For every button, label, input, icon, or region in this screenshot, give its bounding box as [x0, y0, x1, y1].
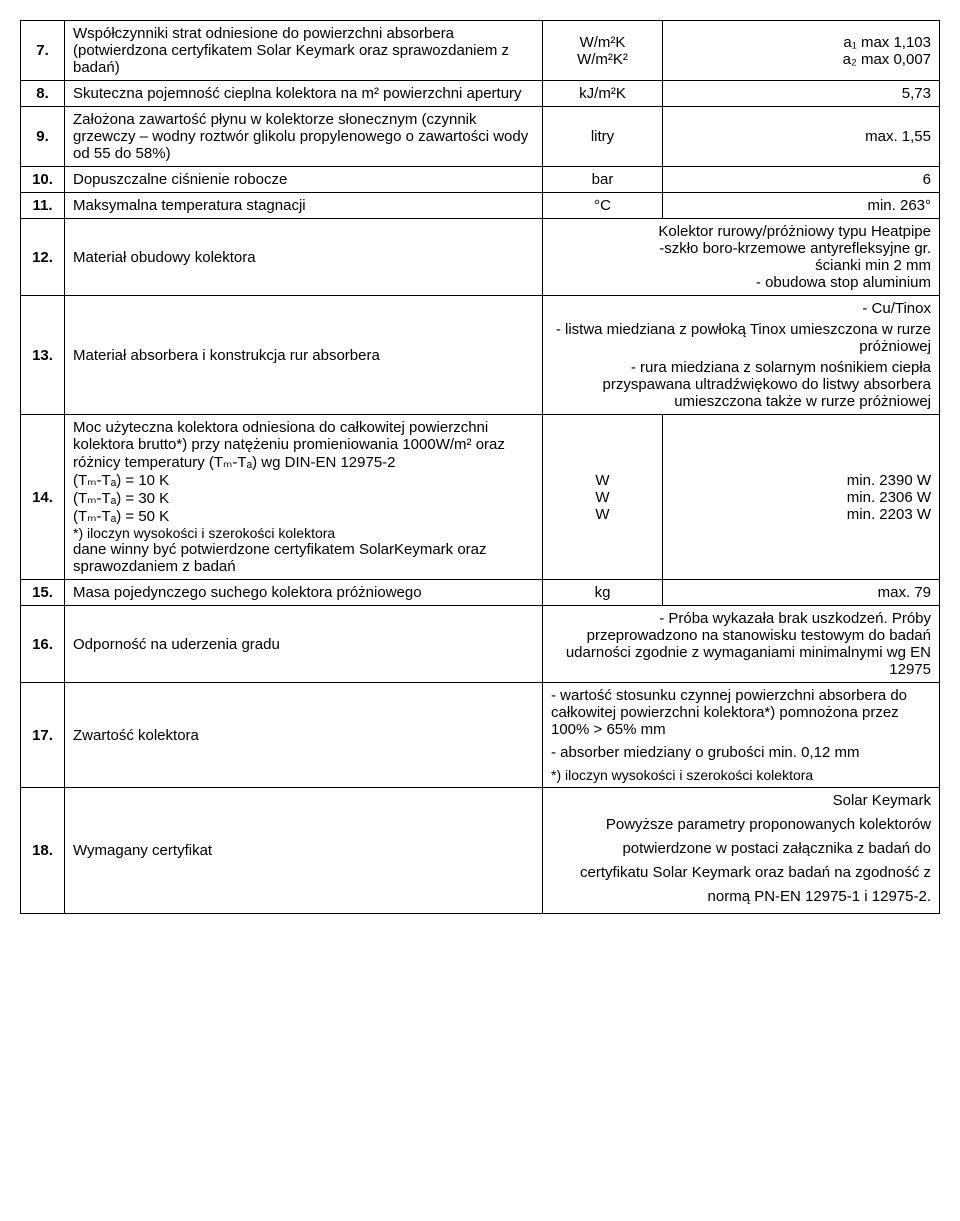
table-row: 16. Odporność na uderzenia gradu - Próba…: [21, 606, 940, 683]
value-line: Solar Keymark: [551, 792, 931, 809]
row-number: 7.: [21, 21, 65, 81]
table-row: 9. Założona zawartość płynu w kolektorze…: [21, 107, 940, 167]
value-line: - Cu/Tinox: [551, 300, 931, 317]
row-value: - wartość stosunku czynnej powierzchni a…: [543, 683, 940, 788]
table-row: 14. Moc użyteczna kolektora odniesiona d…: [21, 415, 940, 580]
row-number: 14.: [21, 415, 65, 580]
row-number: 12.: [21, 219, 65, 296]
row-value: - Cu/Tinox - listwa miedziana z powłoką …: [543, 296, 940, 415]
row-unit: °C: [543, 193, 663, 219]
row-unit: kg: [543, 580, 663, 606]
row-number: 9.: [21, 107, 65, 167]
row-unit: bar: [543, 167, 663, 193]
spec-table: 7. Współczynniki strat odniesione do pow…: [20, 20, 940, 914]
value-line: -szkło boro-krzemowe antyrefleksyjne gr.: [551, 240, 931, 257]
table-row: 8. Skuteczna pojemność cieplna kolektora…: [21, 81, 940, 107]
value-line: a₁ max 1,103: [671, 34, 931, 51]
row-value: Kolektor rurowy/próżniowy typu Heatpipe …: [543, 219, 940, 296]
value-line: - obudowa stop aluminium: [551, 274, 931, 291]
row-desc: Materiał obudowy kolektora: [65, 219, 543, 296]
row-desc: Maksymalna temperatura stagnacji: [65, 193, 543, 219]
value-line: Powyższe parametry proponowanych kolekto…: [551, 813, 931, 909]
desc-para: dane winny być potwierdzone certyfikatem…: [73, 541, 534, 575]
row-number: 17.: [21, 683, 65, 788]
row-desc: Zwartość kolektora: [65, 683, 543, 788]
value-line: - listwa miedziana z powłoką Tinox umies…: [551, 321, 931, 355]
unit-line: W/m²K²: [551, 51, 654, 68]
desc-line: (Tₘ-Tₐ) = 30 K: [73, 489, 534, 507]
value-line: - rura miedziana z solarnym nośnikiem ci…: [551, 359, 931, 410]
row-value: - Próba wykazała brak uszkodzeń. Próby p…: [543, 606, 940, 683]
unit-line: W: [551, 489, 654, 506]
value-line: - wartość stosunku czynnej powierzchni a…: [551, 687, 931, 738]
row-number: 15.: [21, 580, 65, 606]
value-line: Kolektor rurowy/próżniowy typu Heatpipe: [551, 223, 931, 240]
table-row: 7. Współczynniki strat odniesione do pow…: [21, 21, 940, 81]
row-value: a₁ max 1,103 a₂ max 0,007: [663, 21, 940, 81]
row-value: 6: [663, 167, 940, 193]
table-row: 11. Maksymalna temperatura stagnacji °C …: [21, 193, 940, 219]
desc-line: (Tₘ-Tₐ) = 10 K: [73, 471, 534, 489]
row-desc: Skuteczna pojemność cieplna kolektora na…: [65, 81, 543, 107]
row-value: Solar Keymark Powyższe parametry propono…: [543, 788, 940, 914]
unit-line: W: [551, 472, 654, 489]
value-line: - absorber miedziany o grubości min. 0,1…: [551, 744, 931, 761]
row-number: 13.: [21, 296, 65, 415]
row-desc: Założona zawartość płynu w kolektorze sł…: [65, 107, 543, 167]
row-number: 11.: [21, 193, 65, 219]
table-row: 18. Wymagany certyfikat Solar Keymark Po…: [21, 788, 940, 914]
row-value: min. 2390 W min. 2306 W min. 2203 W: [663, 415, 940, 580]
row-desc: Współczynniki strat odniesione do powier…: [65, 21, 543, 81]
row-number: 10.: [21, 167, 65, 193]
row-value: 5,73: [663, 81, 940, 107]
value-line: min. 2306 W: [671, 489, 931, 506]
row-value: max. 79: [663, 580, 940, 606]
value-footnote: *) iloczyn wysokości i szerokości kolekt…: [551, 767, 931, 783]
unit-line: W/m²K: [551, 34, 654, 51]
row-unit: litry: [543, 107, 663, 167]
row-number: 16.: [21, 606, 65, 683]
desc-para: Moc użyteczna kolektora odniesiona do ca…: [73, 419, 534, 471]
row-unit: W/m²K W/m²K²: [543, 21, 663, 81]
row-desc: Wymagany certyfikat: [65, 788, 543, 914]
table-row: 17. Zwartość kolektora - wartość stosunk…: [21, 683, 940, 788]
row-number: 18.: [21, 788, 65, 914]
table-row: 10. Dopuszczalne ciśnienie robocze bar 6: [21, 167, 940, 193]
table-row: 15. Masa pojedynczego suchego kolektora …: [21, 580, 940, 606]
row-desc: Moc użyteczna kolektora odniesiona do ca…: [65, 415, 543, 580]
row-unit: kJ/m²K: [543, 81, 663, 107]
value-line: a₂ max 0,007: [671, 51, 931, 68]
value-line: ścianki min 2 mm: [551, 257, 931, 274]
value-line: min. 2390 W: [671, 472, 931, 489]
row-desc: Materiał absorbera i konstrukcja rur abs…: [65, 296, 543, 415]
desc-line: (Tₘ-Tₐ) = 50 K: [73, 507, 534, 525]
row-number: 8.: [21, 81, 65, 107]
row-value: max. 1,55: [663, 107, 940, 167]
unit-line: W: [551, 506, 654, 523]
row-desc: Dopuszczalne ciśnienie robocze: [65, 167, 543, 193]
table-row: 13. Materiał absorbera i konstrukcja rur…: [21, 296, 940, 415]
row-desc: Odporność na uderzenia gradu: [65, 606, 543, 683]
row-unit: W W W: [543, 415, 663, 580]
row-desc: Masa pojedynczego suchego kolektora próż…: [65, 580, 543, 606]
desc-footnote: *) iloczyn wysokości i szerokości kolekt…: [73, 525, 534, 541]
table-row: 12. Materiał obudowy kolektora Kolektor …: [21, 219, 940, 296]
value-line: min. 2203 W: [671, 506, 931, 523]
row-value: min. 263°: [663, 193, 940, 219]
